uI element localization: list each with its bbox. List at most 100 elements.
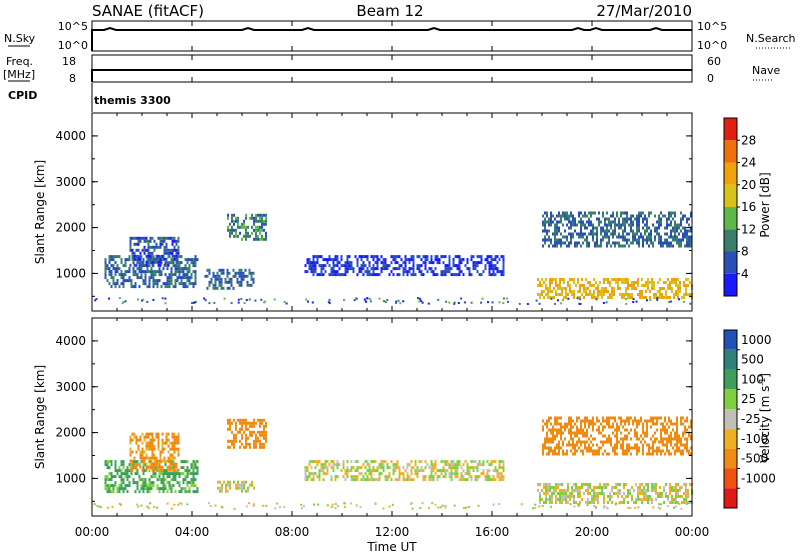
velCells-cell-5 [654, 449, 656, 453]
powerCells-cell-0 [104, 261, 107, 265]
power-colorbar-swatch-5 [724, 162, 737, 185]
velCells-cell-0 [184, 460, 187, 464]
velCells-cell-1 [151, 453, 154, 457]
velCells-cell-6 [579, 489, 581, 492]
velCells-cell-4 [318, 478, 321, 482]
powerCells-cell-4 [420, 264, 423, 268]
powerCells-cell-6 [669, 296, 671, 299]
velCells-cell-0 [122, 478, 125, 482]
powerCells-speckle [240, 297, 243, 300]
powerCells-cell-0 [174, 282, 177, 286]
powerCells-cell-4 [422, 261, 425, 265]
powerCells-cell-4 [488, 264, 491, 268]
powerCells-speckle [369, 300, 372, 303]
velCells-cell-5 [676, 440, 678, 444]
powerCells-cell-5 [632, 241, 634, 245]
velCells-speckle [334, 503, 337, 505]
powerCells-cell-2 [227, 228, 229, 232]
velCells-cell-3 [235, 483, 237, 487]
powerCells-cell-0 [134, 285, 137, 289]
velCells-cell-5 [682, 416, 684, 420]
powerCells-cell-0 [154, 270, 157, 274]
powerCells-cell-0 [116, 270, 119, 274]
powerCells-cell-1 [147, 251, 150, 255]
velCells-cell-4 [472, 469, 475, 473]
powerCells-cell-1 [157, 260, 160, 264]
powerCells-cell-6 [615, 281, 617, 284]
powerCells-cell-5 [646, 217, 648, 221]
velCells-cell-0 [186, 490, 189, 494]
powerCells-cell-5 [608, 223, 610, 227]
velCells-cell-6 [643, 486, 645, 489]
powerCells-cell-2 [255, 234, 257, 238]
velCells-cell-5 [546, 425, 548, 429]
velCells-cell-5 [544, 422, 546, 426]
velCells-cell-5 [562, 425, 564, 429]
power-colorbar-tick-0: 4 [741, 267, 749, 281]
powerCells-cell-4 [356, 273, 359, 277]
powerCells-cell-1 [145, 260, 148, 264]
powerCells-cell-5 [654, 235, 656, 239]
velCells-cell-6 [601, 486, 603, 489]
velCells-cell-5 [600, 440, 602, 444]
powerCells-cell-5 [564, 229, 566, 233]
velCells-cell-0 [154, 472, 157, 476]
powerCells-cell-6 [671, 287, 673, 290]
velCells-cell-6 [655, 492, 657, 495]
velCells-cell-5 [548, 419, 550, 423]
velCells-cell-1 [147, 444, 150, 448]
velCells-cell-0 [104, 481, 107, 485]
powerCells-cell-5 [690, 244, 692, 248]
velCells-cell-5 [564, 437, 566, 441]
velCells-cell-6 [571, 486, 573, 489]
freq-label-top: Freq. [6, 55, 33, 68]
powerCells-cell-5 [614, 244, 616, 248]
powerCells-cell-5 [608, 220, 610, 224]
velCells-cell-1 [139, 438, 142, 442]
velCells-cell-4 [360, 466, 363, 470]
powerCells-cell-5 [542, 220, 544, 224]
velCells-cell-5 [608, 419, 610, 423]
velCells-cell-0 [116, 472, 119, 476]
velCells-cell-0 [162, 478, 165, 482]
powerCells-cell-3 [226, 268, 229, 272]
velCells-cell-0 [106, 487, 109, 491]
powerCells-cell-5 [666, 226, 668, 230]
velCells-cell-4 [310, 460, 313, 464]
velCells-cell-1 [155, 462, 158, 466]
velCells-cell-1 [153, 438, 156, 442]
velCells-cell-0 [134, 460, 137, 464]
powerCells-cell-4 [412, 264, 415, 268]
powerCells-cell-2 [253, 219, 255, 223]
velCells-cell-0 [194, 478, 197, 482]
powerCells-cell-4 [490, 258, 493, 262]
velCells-speckle [434, 503, 437, 506]
velCells-cell-4 [462, 478, 465, 482]
powerCells-cell-5 [550, 211, 552, 215]
velCells-cell-6 [581, 486, 583, 489]
powerCells-cell-1 [165, 236, 168, 240]
powerCells-cell-5 [640, 214, 642, 218]
velCells-cell-6 [603, 498, 605, 501]
velCells-speckle [233, 507, 236, 510]
powerCells-cell-4 [494, 267, 497, 271]
powerCells-cell-6 [597, 287, 599, 290]
powerCells-cell-6 [677, 278, 679, 281]
powerCells-cell-4 [330, 270, 333, 274]
velCells-cell-6 [539, 492, 541, 495]
powerCells-cell-4 [494, 273, 497, 277]
powerCells-cell-5 [632, 238, 634, 242]
velCells-cell-0 [118, 487, 121, 491]
velCells-cell-3 [251, 480, 253, 484]
velCells-cell-4 [374, 460, 377, 464]
powerCells-cell-6 [553, 278, 555, 281]
velCells-cell-1 [161, 450, 164, 454]
powerCells-cell-4 [346, 261, 349, 265]
velCells-cell-5 [584, 431, 586, 435]
powerCells-cell-6 [621, 278, 623, 281]
velCells-cell-4 [370, 478, 373, 482]
velCells-cell-6 [611, 495, 613, 498]
powerCells-cell-5 [630, 226, 632, 230]
powerCells-cell-1 [149, 257, 152, 261]
velCells-cell-4 [490, 460, 493, 464]
